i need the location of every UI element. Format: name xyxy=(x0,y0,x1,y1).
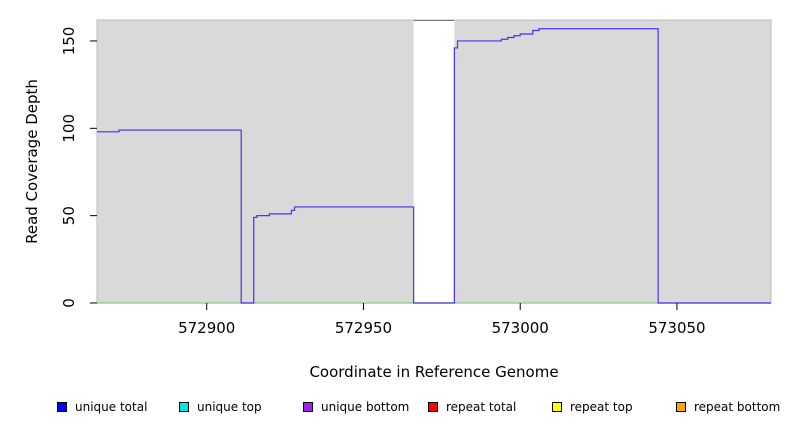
legend-item-repeat-total: repeat total xyxy=(428,400,516,414)
legend-label: unique total xyxy=(75,400,148,414)
coverage-gap xyxy=(413,20,455,303)
x-tick-label: 572900 xyxy=(178,319,235,337)
y-tick-label: 100 xyxy=(60,114,78,143)
legend-swatch-repeat-bottom xyxy=(676,402,686,412)
legend-swatch-repeat-top xyxy=(552,402,562,412)
series-line-unique-total xyxy=(97,28,771,304)
legend-label: unique bottom xyxy=(321,400,410,414)
legend-label: repeat total xyxy=(446,400,517,414)
legend-item-unique-total: unique total xyxy=(57,400,147,414)
legend-item-unique-top: unique top xyxy=(179,400,262,414)
series-layer xyxy=(97,28,771,304)
x-tick-label: 573050 xyxy=(648,319,705,337)
coverage-chart: 572900 572950 573000 573050 0 50 100 150 Coord… xyxy=(23,19,772,381)
y-tick-label: 0 xyxy=(60,298,78,308)
legend-swatch-unique-top xyxy=(179,402,189,412)
legend-item-unique-bottom: unique bottom xyxy=(303,400,409,414)
y-axis: 0 50 100 150 xyxy=(60,27,97,308)
y-tick-label: 50 xyxy=(60,206,78,225)
legend-swatch-unique-total xyxy=(57,402,67,412)
legend-label: repeat top xyxy=(570,400,633,414)
legend-item-repeat-top: repeat top xyxy=(552,400,633,414)
legend-label: repeat bottom xyxy=(694,400,781,414)
y-tick-label: 150 xyxy=(60,27,78,56)
y-axis-title: Read Coverage Depth xyxy=(23,79,41,244)
x-tick-label: 573000 xyxy=(492,319,549,337)
legend-label: unique top xyxy=(197,400,262,414)
x-axis: 572900 572950 573000 573050 xyxy=(178,303,706,337)
legend-swatch-repeat-total xyxy=(428,402,438,412)
x-axis-title: Coordinate in Reference Genome xyxy=(309,363,558,381)
legend-item-repeat-bottom: repeat bottom xyxy=(676,400,780,414)
shaded-gaps xyxy=(413,20,455,303)
legend: unique total unique top unique bottom re… xyxy=(0,400,792,418)
x-tick-label: 572950 xyxy=(335,319,392,337)
legend-swatch-unique-bottom xyxy=(303,402,313,412)
